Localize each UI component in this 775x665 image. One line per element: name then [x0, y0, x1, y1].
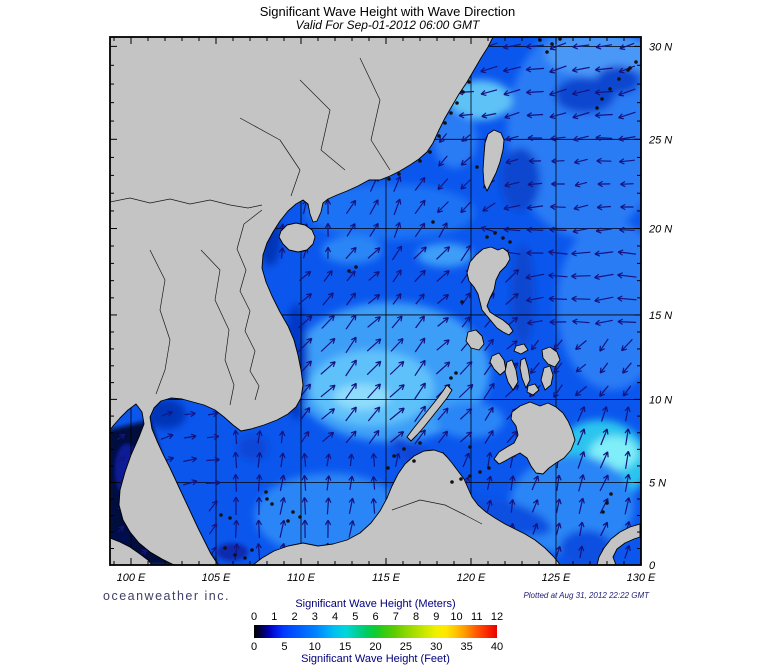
land-mindoro: [465, 329, 485, 351]
longitude-axis-labels: 100 E 105 E 110 E 115 E 120 E 125 E 130 E: [117, 572, 656, 584]
land-luzon: [466, 246, 514, 336]
legend-tick: 10: [308, 641, 321, 653]
legend-meters-ticks: 0 1 2 3 4 5 6 7 8 9 10 11 12: [250, 611, 503, 623]
legend-tick: 0: [250, 641, 258, 653]
lat-axis-label: 0: [649, 560, 656, 572]
lon-axis-label: 120 E: [457, 572, 486, 584]
oceanweather-logo-text: oceanweather inc.: [103, 589, 230, 603]
land-masbate: [513, 343, 529, 355]
colorbar-gradient: [254, 625, 497, 638]
lat-axis-label: 10 N: [649, 394, 672, 406]
legend-feet-label: Significant Wave Height (Feet): [301, 653, 450, 665]
legend-meters-label: Significant Wave Height (Meters): [295, 598, 456, 610]
legend-tick: 11: [471, 611, 483, 623]
lat-axis-label: 5 N: [649, 478, 666, 490]
legend-tick: 1: [271, 611, 278, 623]
legend-tick: 12: [490, 611, 504, 623]
lat-axis-label: 30 N: [649, 41, 672, 53]
land-samar: [541, 346, 561, 368]
land-taiwan: [482, 129, 505, 192]
land-cebu: [519, 357, 531, 389]
chart-valid-time: Valid For Sep-01-2012 06:00 GMT: [295, 18, 480, 32]
land-bohol: [526, 383, 540, 396]
land-hainan: [278, 222, 316, 253]
legend-tick: 20: [369, 641, 382, 653]
map-frame: [109, 36, 642, 566]
legend-tick: 7: [392, 611, 399, 623]
axis-ticks: [110, 37, 641, 565]
land-mindanao: [493, 401, 576, 475]
lon-axis-label: 110 E: [287, 572, 316, 584]
land-leyte: [540, 365, 554, 391]
land-asia-mainland: [110, 37, 494, 565]
legend-tick: 30: [430, 641, 443, 653]
land-borneo: [252, 449, 561, 565]
lon-axis-label: 125 E: [542, 572, 571, 584]
lat-axis-label: 25 N: [648, 134, 672, 146]
legend-feet-ticks: 0 5 10 15 20 25 30 35 40: [250, 641, 503, 653]
lon-axis-label: 130 E: [627, 572, 656, 584]
borneo-border: [391, 499, 483, 525]
legend-tick: 15: [339, 641, 352, 653]
legend-tick: 0: [250, 611, 258, 623]
legend-tick: 5: [281, 641, 288, 653]
lon-axis-label: 115 E: [372, 572, 401, 584]
legend-tick: 35: [460, 641, 473, 653]
land-palawan: [406, 384, 453, 442]
legend-tick: 3: [311, 611, 318, 623]
legend-tick: 9: [433, 611, 440, 623]
legend-tick: 40: [490, 641, 504, 653]
latitude-axis-labels: 0 5 N 10 N 15 N 20 N 25 N 30 N: [648, 41, 672, 572]
land-sulawesi: [596, 523, 641, 565]
lon-axis-label: 105 E: [202, 572, 231, 584]
legend-tick: 25: [399, 641, 412, 653]
legend-tick: 6: [372, 611, 379, 623]
lat-axis-label: 15 N: [649, 310, 672, 322]
lon-axis-label: 100 E: [117, 572, 146, 584]
legend-tick: 10: [450, 611, 463, 623]
legend-tick: 2: [291, 611, 298, 623]
chart-title: Significant Wave Height with Wave Direct…: [259, 4, 516, 19]
legend-tick: 4: [331, 611, 339, 623]
land-panay: [489, 352, 507, 376]
country-borders: [110, 57, 391, 406]
land-sumatra: [110, 537, 153, 565]
lat-axis-label: 20 N: [648, 224, 672, 236]
legend-tick: 8: [412, 611, 420, 623]
plotted-timestamp: Plotted at Aug 31, 2012 22:22 GMT: [523, 591, 649, 600]
legend-tick: 5: [352, 611, 359, 623]
land-negros: [504, 359, 519, 391]
